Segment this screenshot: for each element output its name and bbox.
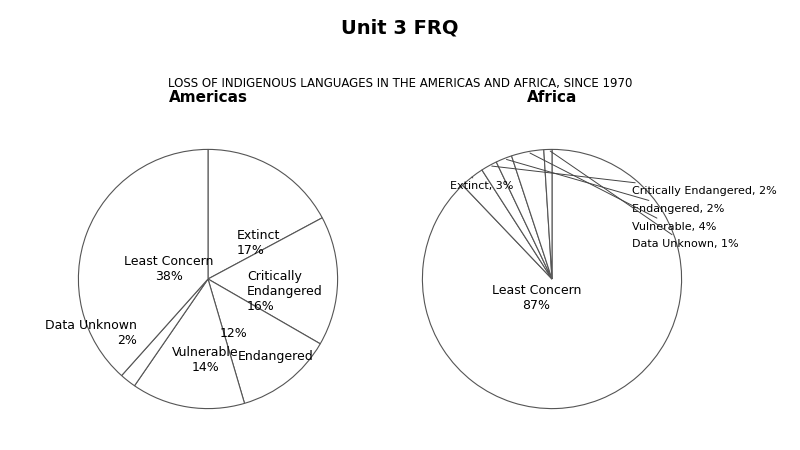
Wedge shape — [496, 156, 552, 279]
Text: Data Unknown
2%: Data Unknown 2% — [45, 320, 137, 347]
Title: Africa: Africa — [527, 90, 577, 105]
Text: Critically
Endangered
16%: Critically Endangered 16% — [247, 270, 322, 314]
Wedge shape — [208, 149, 322, 279]
Wedge shape — [78, 149, 208, 376]
Text: Unit 3 FRQ: Unit 3 FRQ — [342, 18, 458, 37]
Wedge shape — [511, 150, 552, 279]
Wedge shape — [462, 170, 552, 279]
Text: 12%: 12% — [220, 327, 248, 340]
Wedge shape — [122, 279, 208, 386]
Text: Endangered: Endangered — [238, 350, 314, 363]
Text: Extinct, 3%: Extinct, 3% — [450, 177, 513, 191]
Wedge shape — [482, 162, 552, 279]
Text: Vulnerable
14%: Vulnerable 14% — [172, 346, 238, 374]
Wedge shape — [208, 218, 338, 344]
Text: Least Concern
38%: Least Concern 38% — [125, 255, 214, 283]
Wedge shape — [544, 149, 552, 279]
Text: Vulnerable, 4%: Vulnerable, 4% — [530, 153, 717, 232]
Text: Extinct
17%: Extinct 17% — [237, 229, 280, 256]
Text: Least Concern
87%: Least Concern 87% — [492, 284, 581, 312]
Text: LOSS OF INDIGENOUS LANGUAGES IN THE AMERICAS AND AFRICA, SINCE 1970: LOSS OF INDIGENOUS LANGUAGES IN THE AMER… — [168, 76, 632, 90]
Title: Americas: Americas — [169, 90, 247, 105]
Text: Endangered, 2%: Endangered, 2% — [506, 159, 725, 214]
Wedge shape — [422, 149, 682, 409]
Text: Data Unknown, 1%: Data Unknown, 1% — [550, 151, 739, 249]
Wedge shape — [134, 279, 245, 409]
Text: Critically Endangered, 2%: Critically Endangered, 2% — [492, 166, 777, 196]
Wedge shape — [208, 279, 320, 403]
